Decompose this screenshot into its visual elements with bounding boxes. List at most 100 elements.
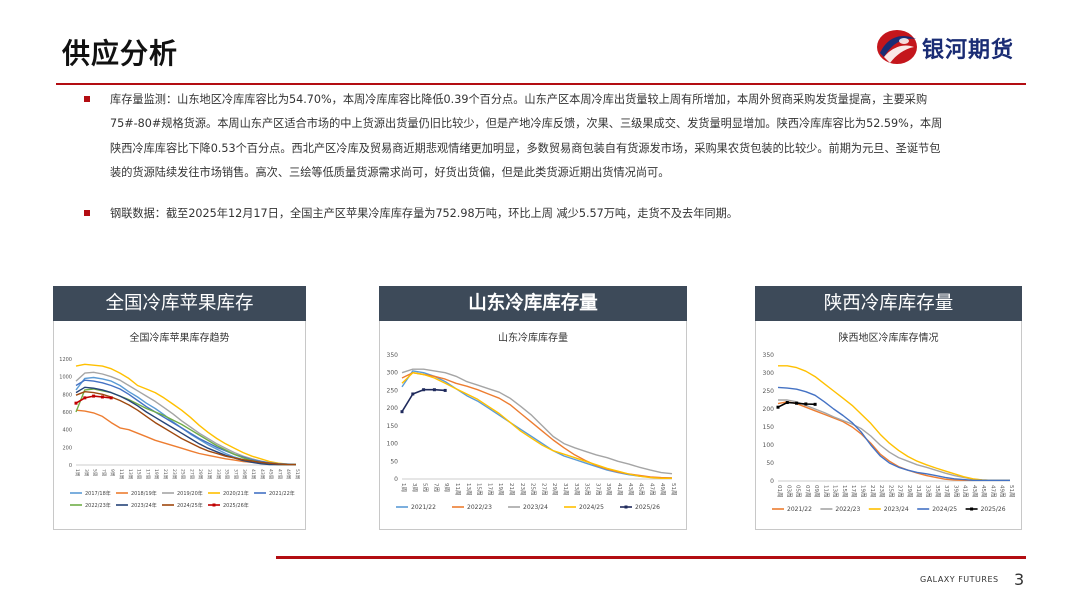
x-tick-label: 09周 [813,485,820,498]
series-line [777,401,1010,482]
x-tick-label: 1周 [400,483,407,492]
x-tick-label: 13周 [127,469,133,479]
x-tick-label: 35周 [934,485,941,498]
y-tick-label: 0 [69,463,72,469]
x-tick-label: 29周 [197,469,203,479]
x-tick-label: 13周 [832,485,839,498]
series-point [804,402,808,406]
x-tick-label: 17周 [486,483,493,496]
x-tick-label: 33周 [924,485,931,498]
x-tick-label: 23周 [878,485,885,498]
series-line [777,386,1010,482]
bullet-list: 库存量监测：山东地区冷库库容比为54.70%，本周冷库库容比降低0.39个百分点… [84,88,1034,226]
page-number: 3 [1014,570,1025,589]
legend-label: 2024/25年 [177,502,203,509]
panel-shandong: 山东冷库库存量 山东冷库库存量 0 50 100 150 200 250 300 350 1周 3周… [379,286,687,530]
x-tick-label: 39周 [952,485,959,498]
bullet-line: 75#-80#规格货源。本周山东产区适合市场的中上货源出货量仍旧比较少，但是产地… [110,117,943,131]
legend-label: 2019/20年 [177,490,203,497]
series-line [75,386,296,466]
panel-national: 全国冷库苹果库存 全国冷库苹果库存趋势 0 200 400 600 800 1000 1200… [53,286,306,530]
national-stock-chart: 全国冷库苹果库存趋势 0 200 400 600 800 1000 1200 1周 3周 5周 7周 9… [59,331,300,509]
x-tick-label: 13周 [465,483,472,496]
series-point [83,396,87,400]
x-tick-label: 27周 [188,469,194,479]
bullet-square-icon [84,96,90,102]
y-tick-label: 250 [763,388,775,395]
chart-title: 山东冷库库存量 [498,331,568,344]
x-tick-label: 45周 [268,469,274,479]
x-tick-label: 51周 [294,469,300,479]
x-tick-label: 37周 [232,469,238,479]
x-tick-label: 29周 [906,485,913,498]
x-tick-label: 35周 [584,483,591,496]
x-tick-label: 47周 [648,483,655,496]
chart-title: 陕西地区冷库库存情况 [839,331,939,344]
y-tick-label: 400 [62,428,72,434]
x-tick-label: 43周 [627,483,634,496]
bullet-mysteel-data: 钢联数据：截至2025年12月17日，全国主产区苹果冷库库存量为752.98万吨… [84,202,1034,226]
legend-swatch-dot [624,505,628,509]
y-tick-label: 50 [390,458,398,465]
legend-label: 2022/23 [467,504,492,511]
x-tick-label: 41周 [962,485,969,498]
page-title: 供应分析 [62,37,179,70]
series-point [813,402,817,406]
footer-divider [276,556,1026,559]
x-tick-label: 03周 [785,485,792,498]
x-tick-label: 15周 [841,485,848,498]
bullet-inventory-monitoring: 库存量监测：山东地区冷库库容比为54.70%，本周冷库库容比降低0.39个百分点… [84,88,1034,186]
legend-swatch-dot [970,507,974,511]
panel-shaanxi: 陕西冷库库存量 陕西地区冷库库存情况 0 50 100 150 200 250 300 350 0… [755,286,1022,530]
x-tick-label: 49周 [999,485,1006,498]
x-tick-label: 5周 [422,483,429,492]
y-tick-label: 0 [394,476,398,483]
legend-label: 2022/23 [835,506,860,513]
x-tick-label: 33周 [573,483,580,496]
x-tick-label: 11周 [118,469,124,479]
x-tick-label: 27周 [540,483,547,496]
x-tick-label: 15周 [136,469,142,479]
x-tick-label: 07周 [804,485,811,498]
x-tick-label: 33周 [215,469,221,479]
x-tick-label: 37周 [594,483,601,496]
series-line [75,371,296,466]
x-tick-label: 25周 [180,469,186,479]
series-line [75,388,296,466]
series-line [778,365,1010,482]
x-tick-label: 47周 [989,485,996,498]
chart-title: 全国冷库苹果库存趋势 [130,331,230,344]
legend-label: 2021/22 [411,504,436,511]
x-tick-label: 19周 [153,469,159,479]
legend-swatch-dot [212,503,216,507]
y-tick-label: 350 [763,352,775,359]
legend-label: 2018/19年 [131,490,157,497]
x-tick-label: 3周 [83,469,89,476]
x-tick-label: 45周 [638,483,645,496]
y-tick-label: 200 [387,405,399,412]
x-tick-label: 15周 [476,483,483,496]
x-tick-label: 17周 [144,469,150,479]
series-point [785,401,789,405]
panel-shaanxi-header: 陕西冷库库存量 [755,286,1022,321]
x-tick-label: 31周 [915,485,922,498]
legend-label: 2025/26年 [223,502,249,509]
legend-label: 2025/26 [981,506,1006,513]
bullet-line: 陕西冷库库容比下降0.53个百分点。西北产区冷库及贸易商近期悲观情绪更加明显，多… [110,141,941,155]
galaxy-swirl-icon [877,30,917,64]
x-tick-label: 45周 [980,485,987,498]
x-tick-label: 11周 [822,485,829,498]
x-tick-label: 25周 [887,485,894,498]
legend-label: 2023/24 [884,506,909,513]
x-tick-label: 49周 [659,483,666,496]
series-point [795,401,799,405]
y-tick-label: 350 [387,352,399,359]
brand-logo: 银河期货 [874,27,1034,71]
x-tick-label: 1周 [74,469,80,476]
series-point [776,405,780,409]
y-tick-label: 100 [763,442,775,449]
y-tick-label: 150 [387,423,399,430]
series-point [92,394,96,398]
x-tick-label: 23周 [171,469,177,479]
series-line [75,409,296,466]
